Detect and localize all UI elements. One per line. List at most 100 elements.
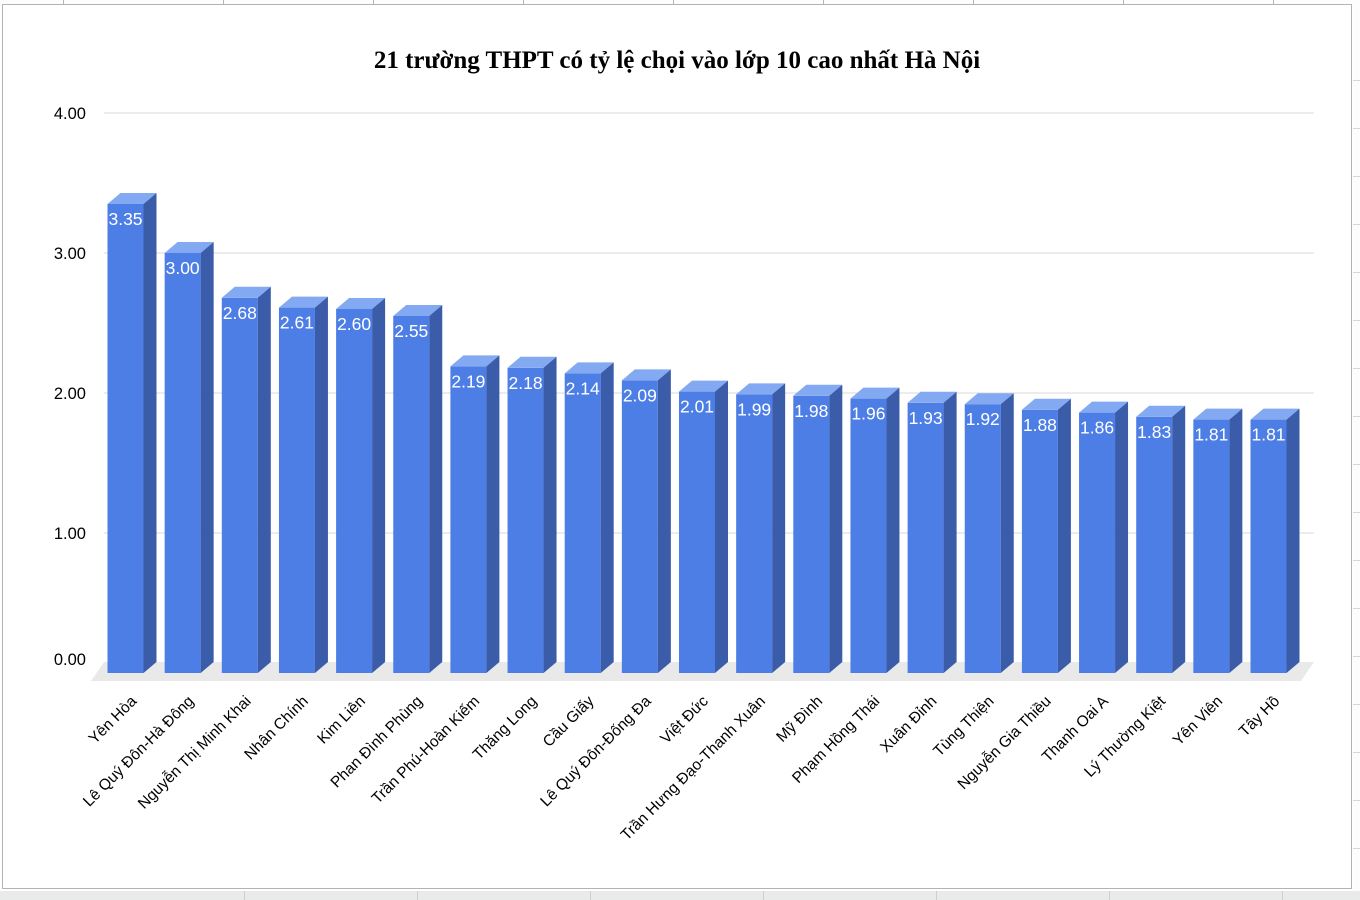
bar-top[interactable] xyxy=(336,298,386,309)
bar-side[interactable] xyxy=(715,380,728,673)
bar-value-label: 1.81 xyxy=(1194,425,1228,445)
bar-top[interactable] xyxy=(793,384,843,396)
bar-top[interactable] xyxy=(164,242,214,253)
bar-side[interactable] xyxy=(372,298,386,673)
x-axis-label: Trần Phú-Hoàn Kiếm xyxy=(369,693,484,808)
bar-value-label: 1.83 xyxy=(1137,422,1171,442)
bar-value-label: 2.55 xyxy=(394,321,428,341)
bar-top[interactable] xyxy=(964,393,1014,405)
bar-side[interactable] xyxy=(257,286,271,673)
bar-value-label: 2.09 xyxy=(623,385,657,405)
bar-value-label: 2.19 xyxy=(451,371,485,391)
bar-top[interactable] xyxy=(850,387,900,399)
bar-top[interactable] xyxy=(1193,408,1243,420)
bar-front[interactable] xyxy=(221,297,258,673)
bar-value-label: 2.18 xyxy=(509,373,543,393)
bar-front[interactable] xyxy=(621,380,658,673)
bar-front[interactable] xyxy=(450,366,487,673)
bar-side[interactable] xyxy=(1057,398,1071,673)
bar-top[interactable] xyxy=(278,296,328,308)
bar-value-label: 2.01 xyxy=(680,397,714,417)
bar-side[interactable] xyxy=(200,242,214,673)
x-axis-label: Lê Quý Đôn-Đống Đa xyxy=(537,693,655,811)
bar-front[interactable] xyxy=(1136,416,1173,673)
bar-value-label: 1.93 xyxy=(909,408,943,428)
bar-top[interactable] xyxy=(621,369,671,381)
bar-value-label: 2.14 xyxy=(566,378,600,398)
x-axis-label: Tây Hồ xyxy=(1236,693,1283,740)
bar-side[interactable] xyxy=(543,356,557,673)
bar-front[interactable] xyxy=(564,373,601,673)
bar-side[interactable] xyxy=(829,384,843,673)
bar-top[interactable] xyxy=(907,391,957,403)
x-axis-label: Cầu Giấy xyxy=(540,693,598,751)
bar-front[interactable] xyxy=(907,402,944,673)
sheet-grid-strip-bottom xyxy=(0,891,1360,900)
bar-side[interactable] xyxy=(1115,401,1129,673)
bar-top[interactable] xyxy=(221,286,271,298)
bar-front[interactable] xyxy=(1021,409,1058,673)
bar-value-label: 1.99 xyxy=(737,399,771,419)
bar-value-label: 2.60 xyxy=(337,314,371,334)
bar-top[interactable] xyxy=(450,355,500,367)
bar-front[interactable] xyxy=(1079,412,1116,673)
bar-top[interactable] xyxy=(1021,398,1071,410)
bar-side[interactable] xyxy=(486,355,500,673)
bar-side[interactable] xyxy=(1000,393,1014,673)
bar-side[interactable] xyxy=(657,369,671,673)
x-axis-label: Mỹ Đình xyxy=(773,693,826,746)
bar-top[interactable] xyxy=(1250,408,1300,420)
bar-side[interactable] xyxy=(772,383,786,673)
y-axis-tick-label: 4.00 xyxy=(54,105,86,123)
bar-top[interactable] xyxy=(107,193,157,204)
bar-side[interactable] xyxy=(1286,408,1300,673)
bar-top[interactable] xyxy=(564,362,614,374)
bar-top[interactable] xyxy=(507,356,557,368)
bar-side[interactable] xyxy=(600,362,614,673)
bar-front[interactable] xyxy=(107,204,144,673)
bar-front[interactable] xyxy=(1250,419,1287,673)
bar-front[interactable] xyxy=(964,404,1001,673)
x-axis-label: Nguyễn Thị Minh Khai xyxy=(135,693,255,813)
bar-value-label: 3.00 xyxy=(166,258,200,278)
y-axis-tick-label: 3.00 xyxy=(54,245,86,263)
bar-front[interactable] xyxy=(507,367,544,673)
x-axis-label: Yên Viên xyxy=(1170,693,1226,749)
bar-value-label: 1.88 xyxy=(1023,415,1057,435)
bar-front[interactable] xyxy=(393,316,430,673)
bar-side[interactable] xyxy=(1229,408,1243,673)
bar-side[interactable] xyxy=(1172,405,1186,673)
bar-side[interactable] xyxy=(943,391,957,673)
bar-front[interactable] xyxy=(793,395,830,673)
bar-side[interactable] xyxy=(143,193,157,673)
chart-container[interactable]: 21 trường THPT có tỷ lệ chọi vào lớp 10 … xyxy=(2,4,1352,889)
bar-front[interactable] xyxy=(164,253,201,673)
bar-value-label: 1.86 xyxy=(1080,418,1114,438)
bar-front[interactable] xyxy=(736,394,773,673)
bar-value-label: 1.92 xyxy=(966,409,1000,429)
bar-value-label: 1.98 xyxy=(794,401,828,421)
bar-front[interactable] xyxy=(850,398,887,673)
bar-value-label: 2.61 xyxy=(280,313,314,333)
bar-value-label: 1.81 xyxy=(1251,425,1285,445)
bar-value-label: 3.35 xyxy=(108,209,142,229)
bar-top[interactable] xyxy=(679,380,728,392)
bar-side[interactable] xyxy=(886,387,900,673)
bar-top[interactable] xyxy=(736,383,786,395)
bar-top[interactable] xyxy=(393,305,443,316)
sheet-grid-strip-top xyxy=(0,0,1360,4)
bar-front[interactable] xyxy=(336,309,373,673)
bar-front[interactable] xyxy=(278,307,315,673)
bar-side[interactable] xyxy=(429,305,443,673)
bar-front[interactable] xyxy=(679,391,715,673)
x-axis-label: Yên Hòa xyxy=(86,693,141,748)
bar-value-label: 1.96 xyxy=(851,404,885,424)
bar-top[interactable] xyxy=(1136,405,1186,417)
y-axis-tick-label: 1.00 xyxy=(54,525,86,543)
x-axis-label: Kim Liên xyxy=(314,693,369,748)
bar-front[interactable] xyxy=(1193,419,1230,673)
bar-top[interactable] xyxy=(1079,401,1129,413)
bar-side[interactable] xyxy=(314,296,328,673)
chart-title: 21 trường THPT có tỷ lệ chọi vào lớp 10 … xyxy=(373,47,981,74)
